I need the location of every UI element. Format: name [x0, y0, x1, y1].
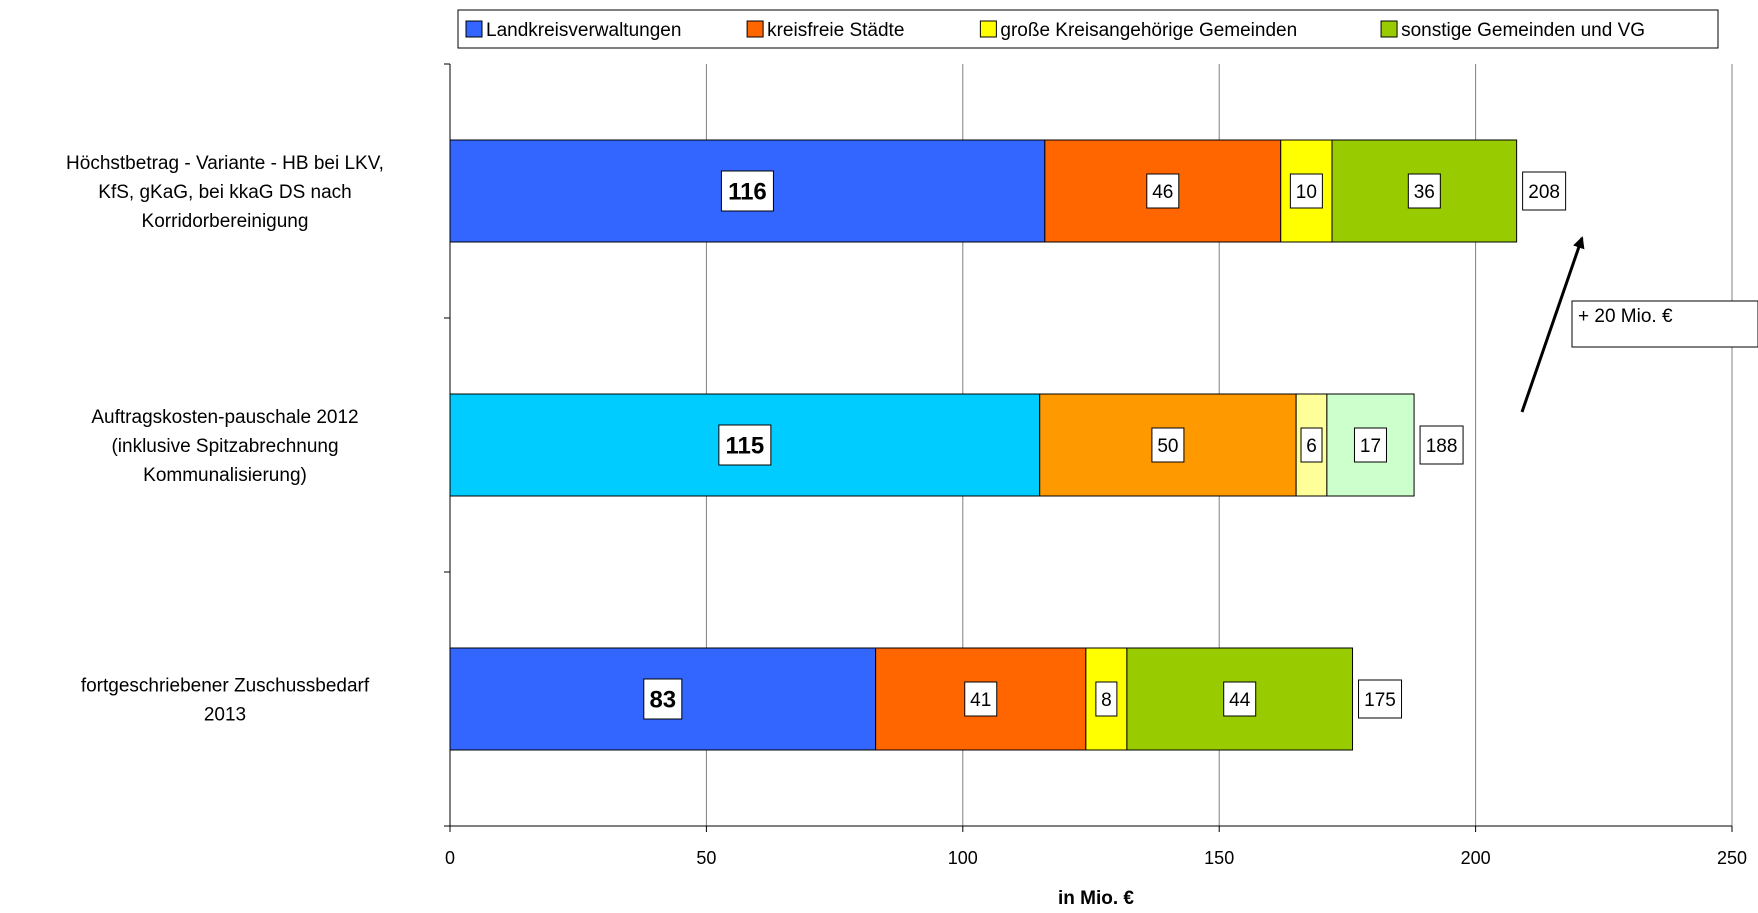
x-axis-title: in Mio. € [1058, 888, 1134, 908]
data-label-box [1289, 173, 1323, 209]
data-label: 46 [1152, 182, 1173, 203]
data-label-box [1300, 427, 1323, 463]
category-label-line: fortgeschriebener Zuschussbedarf [81, 676, 370, 697]
legend-label: Landkreisverwaltungen [486, 20, 681, 41]
data-label: 115 [726, 433, 765, 460]
x-tick-label: 0 [445, 848, 455, 868]
data-label: 83 [649, 687, 676, 714]
axes: 0 50 100 150 200 250 in Mio. € Höchstbetrag - V… [66, 63, 1747, 909]
legend: Landkreisverwaltungen kreisfreie Städte gr… [457, 9, 1719, 49]
category-label: Höchstbetrag - Variante - HB bei LKV, KfS… [66, 153, 384, 232]
legend-label: sonstige Gemeinden und VG [1401, 20, 1645, 41]
total-label-box [1358, 679, 1403, 719]
annotation-box [1571, 300, 1758, 348]
data-label: 116 [728, 179, 767, 206]
data-label: 10 [1296, 182, 1317, 203]
data-label-box [643, 678, 683, 720]
legend-swatch [1380, 20, 1398, 38]
data-label-box [1353, 427, 1387, 463]
data-label-box [1151, 427, 1185, 463]
total-label-box [1522, 171, 1567, 211]
annotation-arrow [1520, 236, 1585, 413]
legend-swatch [465, 20, 483, 38]
x-tick-label: 200 [1461, 848, 1491, 868]
category-label-line: 2013 [204, 705, 246, 726]
total-label: 208 [1528, 182, 1560, 203]
data-label-box [1095, 681, 1118, 717]
total-label-box [1419, 425, 1464, 465]
legend-swatch [746, 20, 764, 38]
data-label-box [1223, 681, 1257, 717]
data-label: 8 [1101, 690, 1112, 711]
category-label-line: Korridorbereinigung [142, 211, 309, 232]
legend-label: kreisfreie Städte [767, 20, 904, 41]
data-label-box [1407, 173, 1441, 209]
category-label-line: Kommunalisierung) [143, 465, 307, 486]
category-label-line: (inklusive Spitzabrechnung [111, 436, 338, 457]
legend-label: große Kreisangehörige Gemeinden [1000, 20, 1297, 41]
category-label-line: Höchstbetrag - Variante - HB bei LKV, [66, 153, 384, 174]
data-label-box [1146, 173, 1180, 209]
x-tick-label: 250 [1717, 848, 1747, 868]
annotation-text: + 20 Mio. € [1578, 306, 1673, 327]
category-label: Auftragskosten-pauschale 2012 (inklusive … [91, 407, 358, 486]
annotation: + 20 Mio. € [1520, 236, 1758, 413]
category-label-line: Auftragskosten-pauschale 2012 [91, 407, 358, 428]
x-tick-label: 100 [948, 848, 978, 868]
data-label: 17 [1360, 436, 1381, 457]
data-labels: 116 46 10 36 208 115 50 6 17 188 83 41 8 44 175 [643, 170, 1567, 720]
data-label-box [718, 424, 772, 466]
data-label-box [964, 681, 998, 717]
bars [449, 139, 1518, 751]
category-label-line: KfS, gKaG, bei kkaG DS nach [98, 182, 351, 203]
x-tick-label: 150 [1204, 848, 1234, 868]
data-label: 6 [1306, 436, 1317, 457]
x-tick-label: 50 [696, 848, 716, 868]
data-label: 44 [1229, 690, 1251, 711]
total-label: 175 [1364, 690, 1396, 711]
data-label: 41 [970, 690, 991, 711]
data-label: 50 [1157, 436, 1178, 457]
data-label-box [720, 170, 774, 212]
total-label: 188 [1426, 436, 1458, 457]
data-label: 36 [1414, 182, 1435, 203]
legend-box [457, 9, 1719, 49]
legend-swatch [979, 20, 997, 38]
category-label: fortgeschriebener Zuschussbedarf 2013 [81, 676, 370, 726]
